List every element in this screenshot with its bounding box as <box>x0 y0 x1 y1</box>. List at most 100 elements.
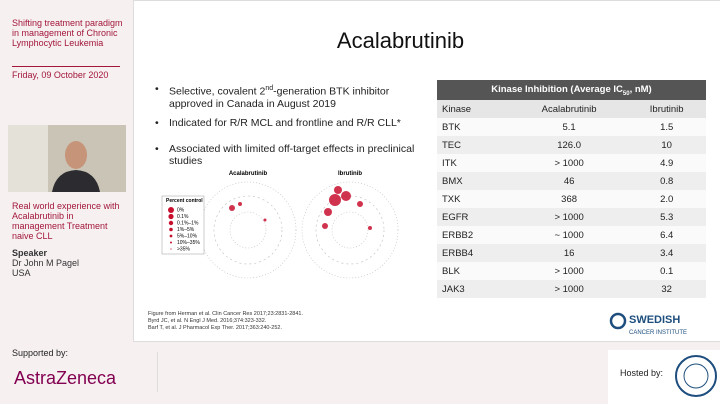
legend-label: >35% <box>177 247 190 253</box>
speaker-country: USA <box>12 268 31 278</box>
legend-marker <box>170 248 172 250</box>
bullet: Associated with limited off-target effec… <box>155 143 434 167</box>
table-cell: 32 <box>661 283 672 295</box>
divider <box>157 352 158 392</box>
table-cell: 5.1 <box>562 121 576 133</box>
bullet: Indicated for R/R MCL and frontline and … <box>155 117 434 129</box>
column-header: Ibrutinib <box>649 103 684 115</box>
header-row: Kinase Acalabrutinib Ibrutinib <box>437 100 706 118</box>
table-cell: ~ 1000 <box>554 229 584 241</box>
host-label: Hosted by: <box>620 368 664 378</box>
legend-label: 10%–35% <box>177 240 200 246</box>
table: Kinase Acalabrutinib Ibrutinib BTK 5.1 1.5 TEC… <box>437 100 706 298</box>
table-cell: 46 <box>563 175 575 187</box>
table-cell: 4.9 <box>660 157 674 169</box>
table-cell: BLK <box>442 265 460 277</box>
talk-title: Real world experience with Acalabrutinib… <box>12 201 120 241</box>
table-row: TXK 368 2.0 <box>437 190 706 208</box>
panel-label: Ibrutinib <box>338 171 362 177</box>
reference: Byrd JC, et al. N Engl J Med. 2016;374:3… <box>148 318 267 324</box>
bullet-text: -generation BTK inhibitor approved in Ca… <box>169 85 390 110</box>
reference: Barf T, et al. J Pharmacol Exp Ther. 201… <box>148 325 283 331</box>
table-cell: > 1000 <box>554 157 584 169</box>
reference: Figure from Herman et al. Clin Cancer Re… <box>148 311 303 317</box>
speaker-heading: Speaker <box>12 248 48 258</box>
legend-marker <box>168 220 174 226</box>
table-row: BMX 46 0.8 <box>437 172 706 190</box>
table-row: ERBB4 16 3.4 <box>437 244 706 262</box>
panel-label: Acalabrutinib <box>229 171 268 177</box>
bullet-text: Selective, covalent 2 <box>169 85 266 98</box>
column-header: Kinase <box>442 103 472 115</box>
table-cell: JAK3 <box>442 283 465 295</box>
table-row: BLK > 1000 0.1 <box>437 262 706 280</box>
references: Figure from Herman et al. Clin Cancer Re… <box>148 311 448 332</box>
title-text: , nM) <box>629 84 652 95</box>
slide-title: Acalabrutinib <box>336 28 465 53</box>
table-cell: > 1000 <box>554 283 584 295</box>
table-cell: 6.4 <box>660 229 674 241</box>
logo-text: CANCER INSTITUTE <box>629 330 687 336</box>
table-cell: TXK <box>442 193 461 205</box>
table-cell: 5.3 <box>660 211 674 223</box>
sponsor-label: Supported by: <box>12 348 69 358</box>
host-panel: Hosted by: <box>608 350 720 404</box>
kinase-table: Kinase Inhibition (Average IC50, nM) Kin… <box>437 80 706 298</box>
table-cell: 0.8 <box>660 175 674 187</box>
divider <box>12 66 120 67</box>
speaker-name: Dr John M Pagel <box>12 258 80 268</box>
legend-label: 0% <box>177 208 185 214</box>
table-row: TEC 126.0 10 <box>437 136 706 154</box>
table-row: ITK > 1000 4.9 <box>437 154 706 172</box>
table-cell: 1.5 <box>660 121 674 133</box>
table-cell: ERBB2 <box>442 229 474 241</box>
table-cell: 2.0 <box>660 193 674 205</box>
host-logo <box>675 355 717 397</box>
slide <box>133 0 720 342</box>
table-cell: 126.0 <box>557 139 581 151</box>
hits <box>229 186 372 230</box>
legend-marker <box>169 234 173 238</box>
speaker-video <box>8 125 126 192</box>
table-cell: 368 <box>561 193 578 205</box>
table-row: JAK3 > 1000 32 <box>437 280 706 298</box>
table-row: ERBB2 ~ 1000 6.4 <box>437 226 706 244</box>
legend-label: 5%–10% <box>177 234 198 240</box>
event-date: Friday, 09 October 2020 <box>12 70 109 80</box>
table-cell: 16 <box>563 247 575 259</box>
institution-logo: SWEDISH CANCER INSTITUTE <box>609 312 687 336</box>
table-cell: BTK <box>442 121 461 133</box>
table-cell: ITK <box>442 157 457 169</box>
table-cell: 3.4 <box>660 247 674 259</box>
table-title: Kinase Inhibition (Average IC50, nM) <box>437 80 706 100</box>
table-row: BTK 5.1 1.5 <box>437 118 706 136</box>
table-cell: > 1000 <box>554 265 584 277</box>
superscript: nd <box>265 85 274 92</box>
table-row: EGFR > 1000 5.3 <box>437 208 706 226</box>
event-title: Shifting treatment paradigm in managemen… <box>12 18 123 48</box>
table-cell: EGFR <box>442 211 469 223</box>
table-cell: 0.1 <box>660 265 674 277</box>
legend-label: 0.1%–1% <box>177 221 199 227</box>
column-header: Acalabrutinib <box>541 103 597 115</box>
legend-marker <box>168 207 174 213</box>
table-cell: 10 <box>661 139 672 151</box>
legend-box <box>161 195 205 255</box>
tree <box>199 181 399 279</box>
logo-text: SWEDISH <box>629 314 680 326</box>
legend-marker <box>170 241 172 244</box>
table-cell: TEC <box>442 139 461 151</box>
subscript: 50 <box>622 90 630 97</box>
legend-marker <box>169 227 173 232</box>
legend-title: Percent control <box>166 198 203 204</box>
bullet: Selective, covalent 2nd-generation BTK i… <box>155 83 434 110</box>
kinome-figure: Acalabrutinib Ibrutinib Percent control … <box>161 171 399 279</box>
sponsor-name: AstraZeneca <box>14 368 117 388</box>
title-text: Kinase Inhibition (Average IC <box>491 84 623 95</box>
legend-label: 1%–5% <box>177 227 195 233</box>
table-cell: BMX <box>442 175 463 187</box>
legend-label: 0.1% <box>177 214 189 220</box>
legend-marker <box>168 213 174 220</box>
table-cell: > 1000 <box>554 211 584 223</box>
